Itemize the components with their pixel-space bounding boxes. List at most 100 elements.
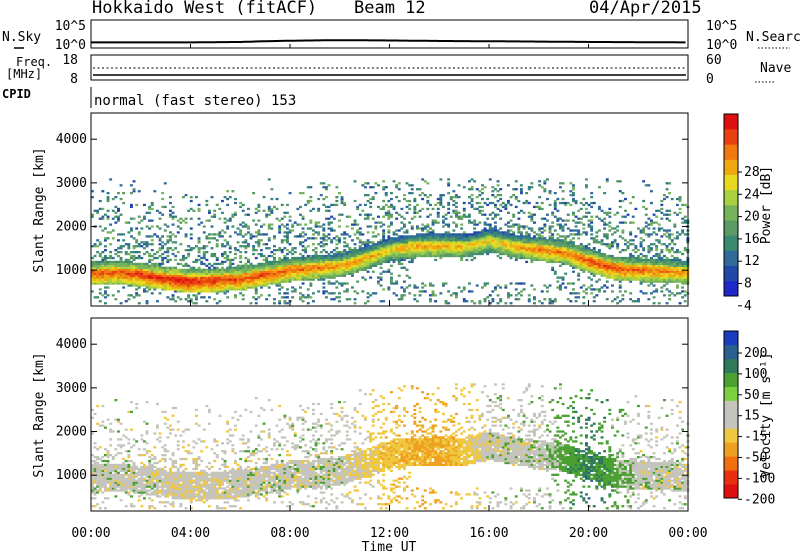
- power-cell: [210, 284, 214, 287]
- power-cell: [626, 264, 630, 267]
- power-cell: [317, 254, 321, 258]
- power-cell: [156, 266, 159, 269]
- power-cell: [426, 225, 430, 228]
- power-cell: [416, 235, 419, 238]
- power-cell: [374, 258, 378, 262]
- power-cell: [460, 237, 464, 240]
- power-cell: [548, 302, 552, 305]
- power-cell: [351, 256, 354, 260]
- power-cell: [184, 264, 188, 267]
- power-cell: [210, 196, 214, 199]
- power-cell: [397, 274, 401, 277]
- power-cell: [559, 186, 562, 189]
- power-cell: [299, 292, 302, 295]
- power-cell: [208, 286, 211, 289]
- power-cell: [361, 252, 365, 256]
- power-cell: [293, 247, 297, 250]
- power-cell: [163, 280, 167, 283]
- power-cell: [252, 296, 256, 299]
- power-cell: [153, 284, 157, 287]
- power-cell: [600, 286, 604, 289]
- power-cell: [382, 199, 386, 203]
- power-cell: [169, 278, 172, 281]
- power-cell: [371, 292, 375, 295]
- power-cell: [296, 272, 300, 275]
- power-cell: [132, 282, 136, 285]
- power-cell: [96, 278, 100, 281]
- power-cell: [156, 209, 159, 212]
- power-cell: [455, 249, 458, 252]
- power-cell: [590, 260, 594, 264]
- power-cell: [244, 284, 248, 287]
- power-cell: [184, 274, 188, 277]
- power-cell: [400, 296, 404, 299]
- power-cell: [150, 268, 154, 271]
- power-cell: [369, 201, 373, 205]
- power-cell: [260, 272, 263, 275]
- power-cell: [348, 264, 352, 267]
- power-cell: [535, 258, 539, 262]
- power-cell: [382, 223, 386, 226]
- power-cell: [546, 251, 549, 254]
- power-cell: [174, 258, 178, 262]
- power-cell: [543, 298, 547, 301]
- power-cell: [182, 284, 185, 287]
- power-cell: [104, 270, 107, 273]
- power-cell: [423, 284, 427, 287]
- power-cell: [304, 274, 308, 277]
- power-cell: [605, 243, 609, 246]
- power-cell: [473, 231, 477, 234]
- power-cell: [200, 270, 204, 273]
- power-cell: [371, 217, 375, 220]
- power-cell: [436, 237, 440, 240]
- power-cell: [338, 296, 341, 299]
- power-cell: [577, 249, 581, 252]
- power-cell: [569, 251, 573, 254]
- power-cell: [647, 223, 651, 226]
- power-cell: [182, 219, 185, 222]
- power-cell: [496, 243, 500, 246]
- power-cell: [260, 239, 263, 242]
- power-cell: [496, 249, 500, 252]
- power-cell: [176, 262, 180, 266]
- power-cell: [371, 235, 375, 238]
- power-cell: [351, 264, 354, 267]
- power-cell: [546, 243, 549, 246]
- power-cell: [408, 184, 412, 187]
- power-cell: [202, 231, 206, 234]
- power-cell: [382, 300, 386, 303]
- power-cell: [153, 268, 157, 271]
- power-cell: [327, 256, 331, 260]
- power-cell: [499, 245, 503, 248]
- power-cell: [642, 227, 646, 230]
- power-cell: [618, 258, 622, 262]
- power-cell: [660, 258, 664, 262]
- power-cell: [291, 266, 295, 269]
- power-cell: [278, 225, 282, 228]
- power-cell: [644, 278, 648, 281]
- power-cell: [247, 227, 250, 230]
- power-cell: [343, 266, 347, 269]
- power-cell: [624, 258, 627, 262]
- power-cell: [496, 235, 500, 238]
- power-cell: [322, 182, 326, 185]
- power-cell: [161, 260, 165, 264]
- power-cell: [301, 245, 305, 248]
- power-cell: [348, 260, 352, 264]
- power-cell: [179, 286, 183, 289]
- power-cell: [215, 233, 219, 236]
- power-cell: [148, 276, 152, 279]
- power-cell: [548, 203, 552, 207]
- power-cell: [171, 217, 175, 220]
- power-cell: [400, 266, 404, 269]
- power-cell: [267, 294, 271, 297]
- power-cell: [678, 251, 682, 254]
- power-cell: [345, 268, 349, 271]
- power-cell: [161, 245, 165, 248]
- power-cell: [442, 215, 445, 218]
- date-label: 04/Apr/2015: [589, 0, 702, 18]
- power-cell: [187, 280, 191, 283]
- power-cell: [361, 258, 365, 262]
- power-cell: [197, 254, 201, 258]
- power-cell: [457, 252, 461, 256]
